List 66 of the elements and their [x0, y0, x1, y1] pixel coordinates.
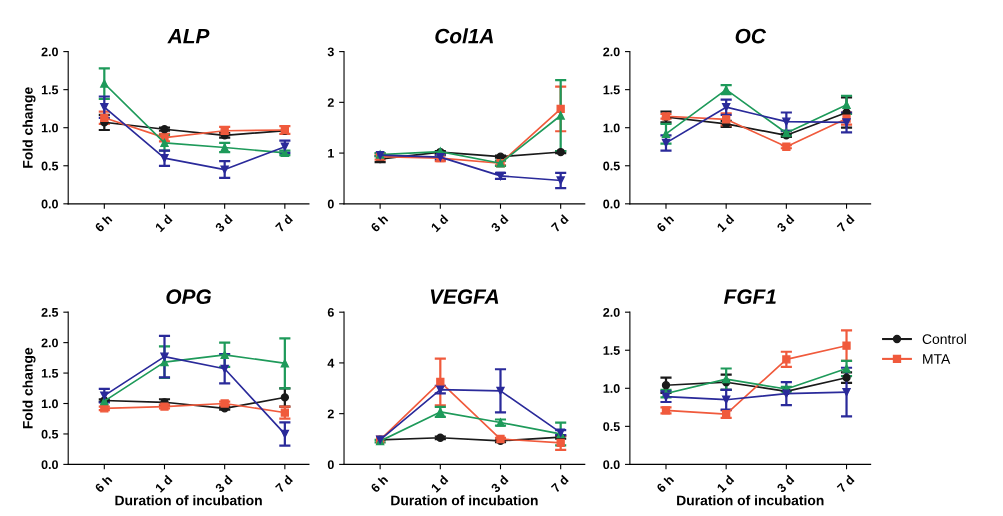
x-axis-title: Duration of incubation — [391, 495, 538, 506]
chart-title: ALP — [167, 28, 210, 44]
y-tick-label: 0 — [327, 460, 334, 470]
y-tick-label: 0.5 — [603, 422, 620, 431]
x-tick-label: 6 h — [655, 474, 675, 494]
chart-title: OPG — [166, 289, 212, 305]
x-tick-label: 1 d — [430, 214, 449, 233]
y-tick-label: 1 — [328, 149, 334, 158]
y-tick-label: 6 — [327, 307, 334, 317]
x-tick-label: 6 h — [655, 214, 675, 233]
y-tick-label: 0.0 — [41, 199, 58, 209]
chart-title: FGF1 — [723, 289, 776, 305]
x-tick-label: 1 d — [716, 214, 735, 233]
x-tick-label: 7 d — [550, 214, 569, 233]
x-tick-label: 7 d — [550, 474, 569, 493]
y-tick-label: 1.5 — [41, 85, 59, 95]
x-tick-label: 1 d — [716, 474, 735, 493]
chart-title: VEGFA — [430, 289, 499, 305]
x-axis-title: Duration of incubation — [115, 495, 262, 506]
x-axis-title: Duration of incubation — [677, 495, 824, 506]
y-tick-label: 0.5 — [41, 161, 59, 171]
x-tick-label: 7 d — [274, 214, 294, 233]
chart-title: Col1A — [435, 28, 493, 44]
y-tick-label: 3 — [327, 47, 334, 57]
y-tick-label: 2.0 — [41, 338, 58, 348]
y-tick-label: 1.0 — [41, 399, 58, 409]
y-tick-label: 0.5 — [41, 429, 59, 439]
y-tick-label: 1.5 — [603, 346, 620, 355]
y-tick-label: 2 — [327, 409, 334, 419]
y-tick-label: 0 — [327, 199, 334, 209]
x-tick-label: 1 d — [154, 214, 173, 233]
legend-label: Control — [922, 333, 966, 345]
x-tick-label: 7 d — [274, 474, 294, 493]
y-tick-label: 2.0 — [603, 47, 620, 57]
x-tick-label: 3 d — [490, 214, 509, 233]
y-tick-label: 0.0 — [603, 460, 620, 470]
y-tick-label: 1.0 — [603, 123, 620, 133]
x-tick-label: 3 d — [490, 474, 509, 494]
x-tick-label: 6 h — [94, 214, 113, 233]
x-tick-label: 7 d — [836, 474, 855, 493]
x-tick-label: 6 h — [369, 474, 389, 494]
legend-label: MTA — [923, 354, 951, 364]
x-tick-label: 3 d — [214, 214, 233, 233]
y-tick-label: 2.5 — [41, 307, 59, 317]
y-tick-label: 2.0 — [603, 307, 620, 317]
x-tick-label: 6 h — [369, 214, 389, 233]
y-tick-label: 0.0 — [41, 460, 58, 470]
x-tick-label: 1 d — [430, 474, 449, 493]
x-tick-label: 3 d — [776, 214, 795, 233]
y-axis-title: Fold change — [22, 347, 36, 429]
y-tick-label: 0.0 — [603, 199, 620, 209]
x-tick-label: 7 d — [836, 214, 855, 233]
x-tick-label: 3 d — [214, 474, 233, 494]
y-tick-label: 2 — [327, 98, 334, 107]
y-tick-label: 4 — [327, 358, 335, 368]
y-tick-label: 0.5 — [603, 161, 620, 171]
y-axis-title: Fold change — [22, 87, 36, 168]
chart-title: OC — [735, 28, 767, 44]
y-tick-label: 1.5 — [41, 369, 59, 378]
y-tick-label: 2.0 — [41, 47, 58, 57]
y-tick-label: 1.5 — [603, 85, 620, 95]
y-tick-label: 1.0 — [603, 384, 620, 393]
x-tick-label: 1 d — [154, 474, 173, 493]
x-tick-label: 6 h — [94, 474, 113, 494]
x-tick-label: 3 d — [776, 474, 795, 494]
y-tick-label: 1.0 — [41, 123, 58, 133]
